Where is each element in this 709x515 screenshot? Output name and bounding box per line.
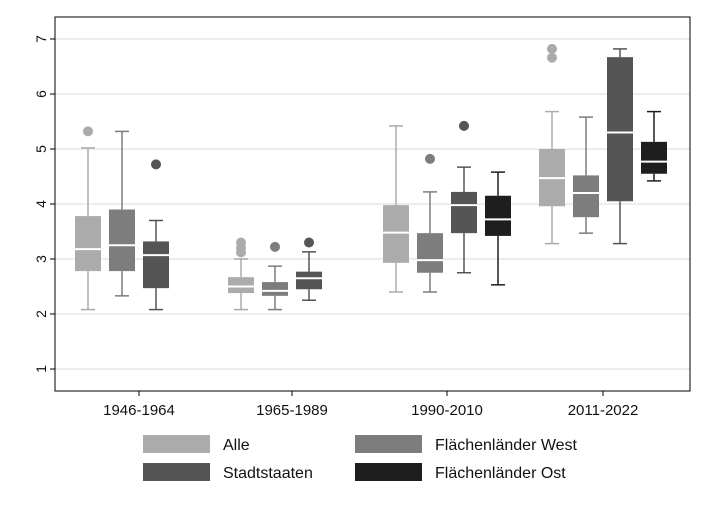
y-axis: 1 2 3 4 5 6 7 [33,35,55,373]
legend-label: Stadtstaaten [223,465,313,482]
iqr-box [485,195,511,236]
legend-swatch [143,463,210,481]
outlier-point [547,52,557,63]
x-tick-label: 1990-2010 [411,402,483,419]
boxes [75,43,667,311]
legend-item: Stadtstaaten [143,463,313,482]
legend-item: Alle [143,435,250,454]
box-stadtstaaten [296,237,322,301]
iqr-box [451,191,477,234]
box-fl-chenl-nder-ost [641,110,667,182]
iqr-box [607,57,633,202]
y-tick-label: 6 [33,90,49,98]
y-tick-label: 3 [33,255,49,263]
box-fl-chenl-nder-west [109,130,135,297]
y-tick-label: 7 [33,35,49,43]
box-alle [228,237,254,311]
iqr-box [641,141,667,174]
box-stadtstaaten [607,48,633,245]
outlier-point [83,126,93,137]
box-stadtstaaten [143,159,169,311]
legend-swatch [355,463,422,481]
legend-swatch [143,435,210,453]
iqr-box [143,241,169,289]
outlier-point [151,159,161,170]
legend-item: Flächenländer Ost [355,463,566,482]
legend-label: Flächenländer Ost [435,465,566,482]
iqr-box [296,271,322,290]
iqr-box [262,282,288,296]
box-fl-chenl-nder-ost [485,171,511,286]
x-tick-label: 2011-2022 [568,402,639,419]
outlier-point [547,43,557,54]
y-tick-label: 5 [33,145,49,153]
box-fl-chenl-nder-west [417,153,443,293]
outlier-point [425,153,435,164]
legend: Alle Flächenländer West Stadtstaaten Fläche… [143,435,578,482]
y-tick-label: 2 [33,310,49,318]
legend-label: Flächenländer West [435,437,578,454]
iqr-box [228,277,254,294]
iqr-box [109,209,135,272]
outlier-point [236,237,246,248]
outlier-point [270,241,280,252]
legend-item: Flächenländer West [355,435,578,454]
x-axis: 1946-1964 1965-1989 1990-2010 2011-2022 [103,391,638,419]
x-tick-label: 1946-1964 [103,402,175,419]
y-tick-label: 1 [33,365,49,373]
iqr-box [417,233,443,273]
iqr-box [573,175,599,218]
x-tick-label: 1965-1989 [256,402,328,419]
box-fl-chenl-nder-west [573,116,599,234]
legend-swatch [355,435,422,453]
box-alle [539,43,565,245]
box-fl-chenl-nder-west [262,241,288,311]
outlier-point [459,120,469,131]
iqr-box [75,216,101,272]
iqr-box [383,205,409,263]
box-alle [75,126,101,311]
box-stadtstaaten [451,120,477,274]
y-tick-label: 4 [33,200,49,208]
outlier-point [304,237,314,248]
box-alle [383,125,409,293]
legend-label: Alle [223,437,250,454]
